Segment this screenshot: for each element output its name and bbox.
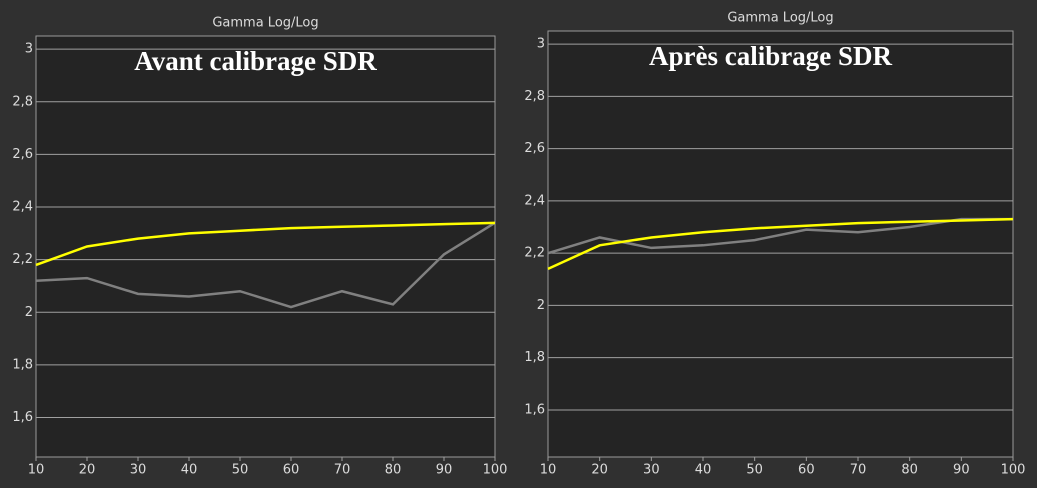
y-tick-label: 2,8 <box>524 89 545 104</box>
y-tick-label: 2 <box>537 298 545 313</box>
y-tick-label: 1,6 <box>12 410 33 425</box>
x-tick-label: 40 <box>181 463 198 478</box>
x-tick-label: 100 <box>1001 463 1026 478</box>
y-tick-label: 1,8 <box>12 357 33 372</box>
chart-title: Gamma Log/Log <box>212 16 318 31</box>
y-tick-label: 2,2 <box>524 246 545 261</box>
annotation: Avant calibrage SDR <box>134 46 377 76</box>
data-line <box>547 217 1014 270</box>
y-tick-label: 2,4 <box>524 193 545 208</box>
data-line <box>547 217 1013 255</box>
annotation: Après calibrage SDR <box>649 41 892 71</box>
y-tick-label: 1,6 <box>524 402 545 417</box>
y-tick-label: 2,6 <box>524 141 545 156</box>
y-tick-label: 2 <box>25 305 33 320</box>
x-tick-label: 70 <box>850 463 867 478</box>
y-tick-label: 2,4 <box>12 200 33 215</box>
y-tick-label: 1,8 <box>524 350 545 365</box>
x-tick-label: 40 <box>695 463 712 478</box>
y-tick-label: 2,6 <box>12 147 33 162</box>
y-tick-label: 2,2 <box>12 252 33 267</box>
x-tick-label: 70 <box>334 463 351 478</box>
x-tick-label: 50 <box>232 463 249 478</box>
y-tick-label: 2,8 <box>12 94 33 109</box>
x-tick-label: 30 <box>130 463 147 478</box>
x-tick-label: 60 <box>283 463 300 478</box>
x-tick-label: 80 <box>901 463 918 478</box>
x-tick-label: 30 <box>643 463 660 478</box>
chart-title: Gamma Log/Log <box>727 11 833 26</box>
x-tick-label: 20 <box>79 463 96 478</box>
x-tick-label: 20 <box>591 463 608 478</box>
data-line <box>35 221 496 267</box>
x-tick-label: 80 <box>385 463 402 478</box>
x-tick-label: 60 <box>798 463 815 478</box>
x-tick-label: 10 <box>540 463 557 478</box>
x-tick-label: 90 <box>953 463 970 478</box>
data-line <box>35 221 496 309</box>
x-tick-label: 10 <box>28 463 45 478</box>
x-tick-label: 100 <box>483 463 508 478</box>
plot-area <box>35 35 496 458</box>
x-tick-label: 50 <box>746 463 763 478</box>
plot-area <box>547 30 1014 458</box>
x-tick-label: 90 <box>436 463 453 478</box>
y-tick-label: 3 <box>537 37 545 52</box>
y-tick-label: 3 <box>25 42 33 57</box>
